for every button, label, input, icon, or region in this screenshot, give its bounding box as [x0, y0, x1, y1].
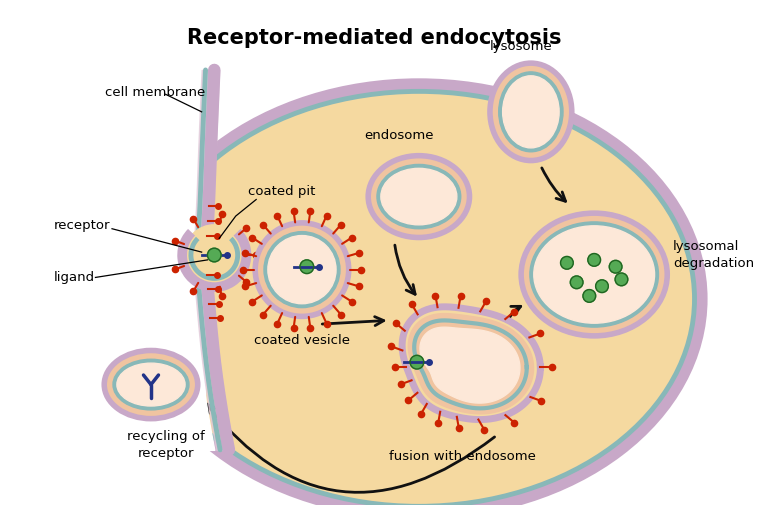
Ellipse shape — [530, 222, 658, 327]
Text: lysosomal
degradation: lysosomal degradation — [673, 240, 754, 270]
Text: cell membrane: cell membrane — [105, 86, 206, 99]
Circle shape — [583, 290, 596, 302]
Circle shape — [268, 236, 336, 304]
Circle shape — [264, 231, 340, 308]
Text: fusion with endosome: fusion with endosome — [389, 450, 536, 463]
Circle shape — [300, 260, 313, 273]
Circle shape — [571, 276, 583, 289]
Polygon shape — [409, 314, 534, 414]
Circle shape — [609, 261, 622, 273]
Text: lysosome: lysosome — [490, 40, 552, 53]
Text: endosome: endosome — [365, 129, 434, 142]
Circle shape — [596, 280, 608, 292]
Circle shape — [561, 257, 573, 269]
Ellipse shape — [377, 164, 461, 229]
Text: receptor: receptor — [54, 219, 110, 232]
Circle shape — [410, 355, 424, 369]
Text: Receptor-mediated endocytosis: Receptor-mediated endocytosis — [187, 28, 561, 48]
Ellipse shape — [490, 63, 572, 161]
Circle shape — [588, 253, 601, 266]
Circle shape — [255, 223, 349, 316]
Polygon shape — [420, 327, 520, 403]
Ellipse shape — [368, 156, 469, 238]
Text: recycling of
receptor: recycling of receptor — [127, 431, 204, 460]
Ellipse shape — [534, 226, 654, 323]
Ellipse shape — [113, 359, 189, 410]
Ellipse shape — [498, 72, 563, 152]
Circle shape — [207, 248, 221, 262]
Ellipse shape — [137, 84, 701, 512]
Ellipse shape — [104, 351, 197, 419]
Ellipse shape — [521, 213, 667, 336]
Ellipse shape — [117, 363, 185, 406]
Text: coated pit: coated pit — [248, 185, 316, 198]
Bar — [0, 2, 204, 508]
Circle shape — [184, 225, 244, 285]
Ellipse shape — [381, 168, 457, 225]
Circle shape — [615, 273, 627, 286]
Text: coated vesicle: coated vesicle — [254, 334, 350, 347]
Ellipse shape — [502, 76, 559, 148]
Text: ligand: ligand — [54, 271, 94, 284]
